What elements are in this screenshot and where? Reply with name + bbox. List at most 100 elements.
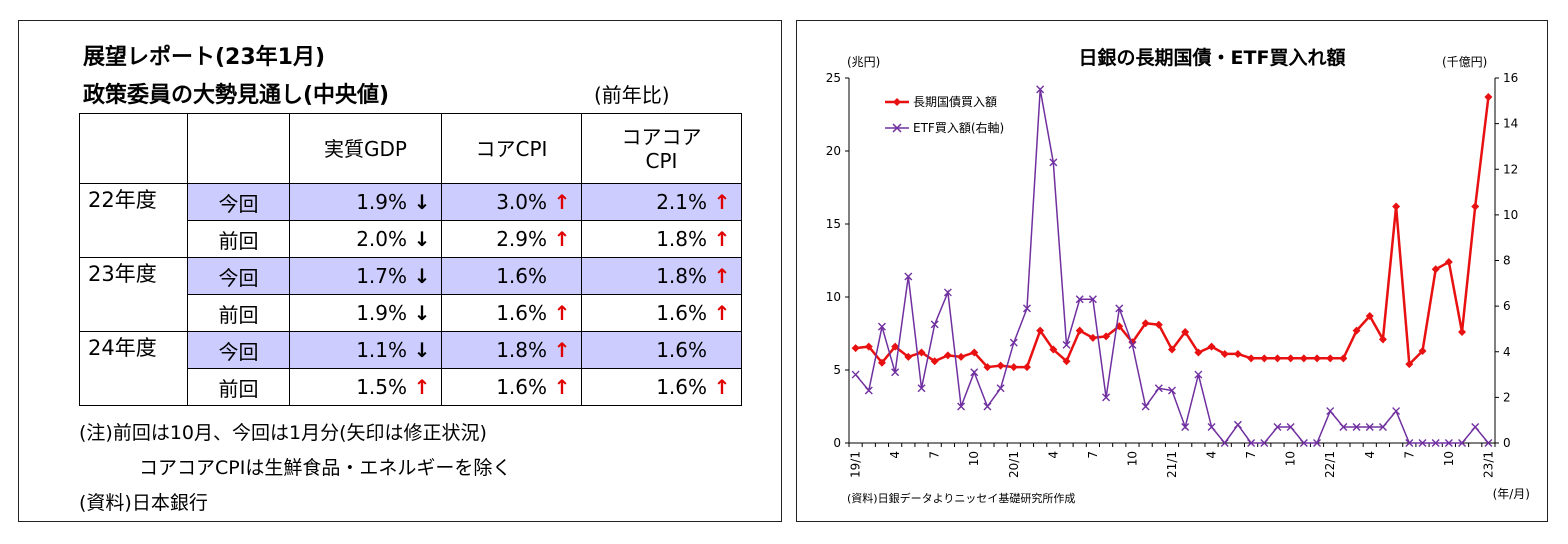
etf-data-point [1115, 304, 1124, 313]
x-tick-label: 20/1 [1007, 451, 1021, 478]
table-header-row: 実質GDP コアCPI コアコア CPI [79, 113, 742, 184]
arrow-down-icon: ↓ [413, 264, 431, 288]
etf-data-point [1220, 439, 1229, 447]
legend-etf-marker [892, 123, 902, 133]
etf-data-point [851, 370, 860, 379]
jgb-data-point [996, 361, 1005, 370]
x-tick-label: 10 [1442, 451, 1456, 466]
x-tick-label: 7 [928, 451, 942, 459]
etf-data-point [1418, 439, 1427, 447]
jgb-data-point [864, 342, 873, 351]
jgb-data-point [1484, 92, 1493, 101]
right-axis-unit: (千億円) [1442, 55, 1487, 69]
jgb-data-point [970, 348, 979, 357]
cell-value: 1.6% [496, 301, 547, 325]
x-tick-label: 22/1 [1323, 451, 1337, 478]
cell-value: 1.9% [356, 190, 407, 214]
fiscal-year-label: 23年度 [79, 257, 188, 332]
cell-value: 1.1% [356, 338, 407, 362]
jgb-data-point [1299, 354, 1308, 363]
forecast-kind-label: 今回 [187, 331, 290, 369]
etf-data-point [877, 322, 886, 331]
cell-core-core-cpi: 2.1% ↑ [581, 183, 742, 221]
forecast-kind-label: 今回 [187, 183, 290, 221]
cell-value: 1.9% [356, 301, 407, 325]
right-tick-label: 6 [1503, 299, 1511, 313]
table-row: 24年度 今回 1.1% ↓ 1.8% ↑ 1.6% [79, 331, 742, 406]
etf-data-point [1378, 423, 1387, 432]
chart-source: (資料)日銀データよりニッセイ基礎研究所作成 [847, 491, 1075, 505]
cell-core-core-cpi: 1.8% ↑ [581, 257, 742, 295]
chart-axes: 0 5 10 15 20 25 0 2 4 6 8 10 12 14 16 19/1 4 7 10 20/1 4 7 10 2… [826, 71, 1519, 478]
right-tick-label: 10 [1503, 208, 1518, 222]
jgb-data-point [1378, 335, 1387, 344]
etf-data-point [1181, 423, 1190, 432]
etf-data-point [1128, 340, 1137, 349]
note-line-1: (注)前回は10月、今回は1月分(矢印は修正状況) [79, 422, 487, 444]
x-tick-label: 7 [1402, 451, 1416, 459]
x-tick-label: 7 [1244, 451, 1258, 459]
jgb-data-point [943, 351, 952, 360]
x-tick-label: 4 [1363, 451, 1377, 459]
right-tick-label: 12 [1503, 162, 1518, 176]
jgb-data-point [1220, 349, 1229, 358]
legend-etf-label: ETF買入額(右軸) [913, 120, 1004, 135]
cell-value: 1.8% [656, 227, 707, 251]
jgb-data-point [1471, 202, 1480, 211]
etf-data-point [1299, 439, 1308, 447]
x-tick-label: 10 [967, 451, 981, 466]
chart-legend: 長期国債買入額 ETF買入額(右軸) [885, 94, 1004, 135]
etf-data-point [1207, 423, 1216, 432]
chart-series [851, 85, 1493, 447]
etf-data-point [1022, 304, 1031, 313]
forecast-kind-label: 前回 [187, 220, 290, 258]
left-tick-label: 25 [826, 71, 841, 85]
cell-core-core-cpi: 1.6% ↑ [581, 294, 742, 332]
arrow-down-icon: ↓ [413, 227, 431, 251]
jgb-data-point [1168, 345, 1176, 354]
table-row: 22年度 今回 1.9% ↓ 3.0% ↑ 2.1% ↑ [79, 183, 742, 258]
jgb-data-point [1444, 257, 1453, 266]
jgb-data-point [1154, 320, 1163, 329]
etf-data-point [1286, 423, 1295, 432]
left-axis-unit: (兆円) [847, 55, 880, 69]
etf-data-point [1168, 386, 1176, 395]
etf-data-point [1326, 407, 1335, 416]
left-tick-label: 5 [833, 363, 841, 377]
etf-data-point [1075, 295, 1084, 304]
etf-data-point [1471, 423, 1480, 432]
arrow-up-icon: ↑ [553, 301, 571, 325]
etf-data-point [1102, 393, 1111, 402]
note-line-2: コアコアCPIは生鮮食品・エネルギーを除く [139, 457, 512, 479]
chart-title: 日銀の長期国債・ETF買入れ額 [1079, 46, 1346, 69]
etf-data-point [1365, 423, 1374, 432]
jgb-data-point [891, 342, 900, 351]
x-tick-label: 4 [1205, 451, 1219, 459]
cell-value: 1.6% [496, 264, 547, 288]
etf-data-point [1062, 340, 1071, 349]
left-tick-label: 0 [833, 436, 841, 450]
header-real-gdp: 実質GDP [289, 113, 442, 184]
cell-real-gdp: 1.9% ↓ [289, 294, 442, 332]
arrow-down-icon: ↓ [413, 301, 431, 325]
jgb-data-point [957, 352, 966, 361]
cell-value: 1.8% [496, 338, 547, 362]
etf-data-point [1313, 439, 1322, 447]
arrow-up-icon: ↑ [713, 375, 731, 399]
cell-real-gdp: 1.9% ↓ [289, 183, 442, 221]
cell-value: 1.5% [356, 375, 407, 399]
arrow-up-icon: ↑ [553, 338, 571, 362]
etf-data-point [1273, 423, 1282, 432]
right-tick-label: 4 [1503, 345, 1511, 359]
etf-data-point [1247, 439, 1256, 447]
cell-value: 1.8% [656, 264, 707, 288]
etf-data-point [983, 402, 992, 411]
jgb-data-point [1233, 349, 1242, 358]
jgb-data-point [851, 344, 860, 353]
etf-data-point [1352, 423, 1361, 432]
jgb-data-point [1207, 342, 1216, 351]
cell-core-core-cpi: 1.8% ↑ [581, 220, 742, 258]
arrow-up-icon: ↑ [713, 190, 731, 214]
x-tick-label: 7 [1086, 451, 1100, 459]
x-tick-label: 23/1 [1481, 451, 1495, 478]
